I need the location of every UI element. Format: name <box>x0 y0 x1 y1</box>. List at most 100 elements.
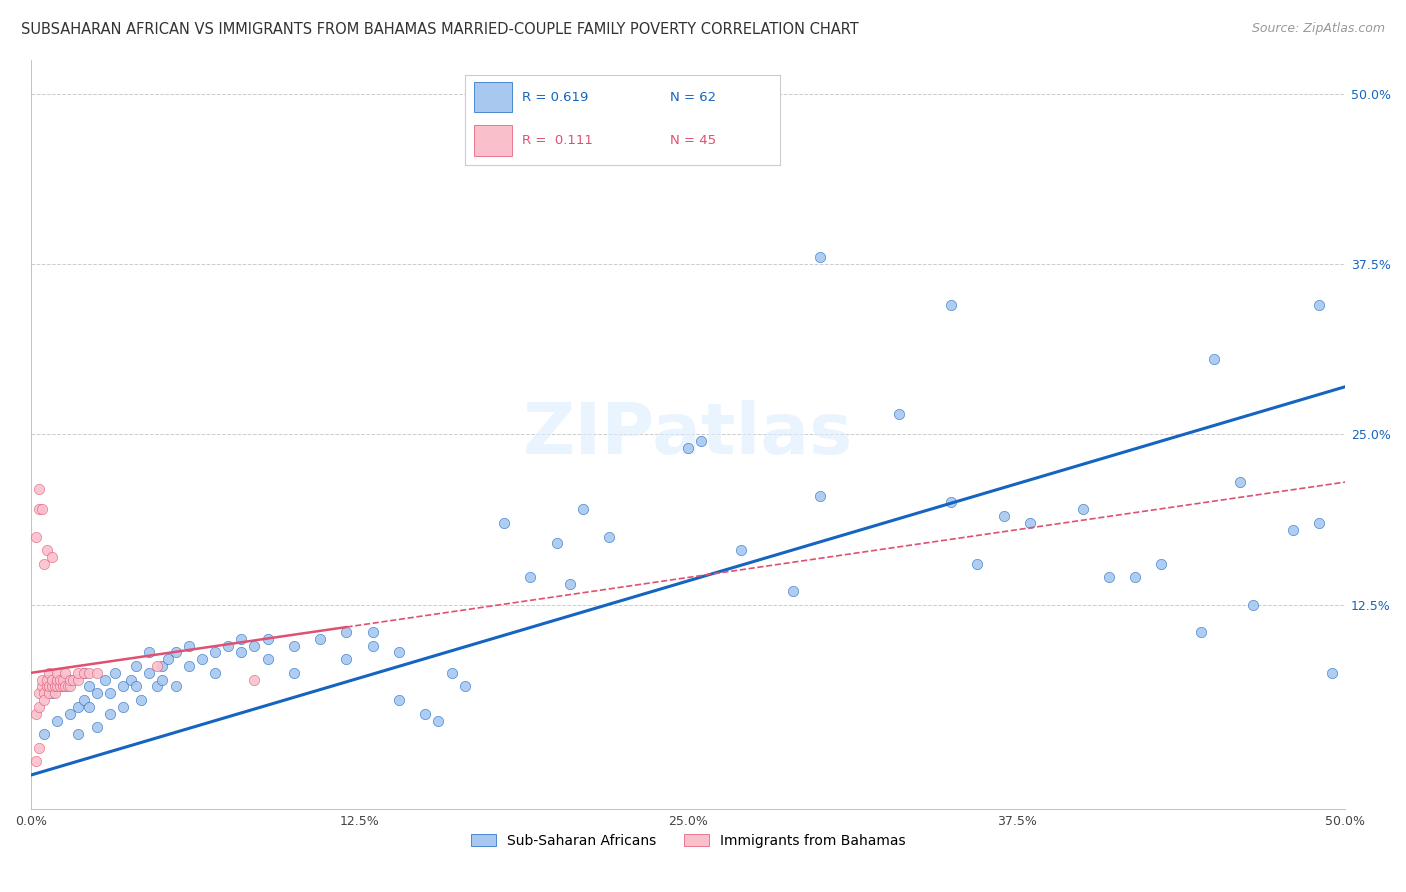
Point <box>32 693 55 707</box>
Point <box>156 652 179 666</box>
Point <box>35 673 58 687</box>
Point <box>1150 557 1173 571</box>
Point <box>38 665 60 680</box>
Point <box>572 502 595 516</box>
Point <box>256 652 278 666</box>
Point <box>152 673 174 687</box>
Point <box>59 673 82 687</box>
Point <box>256 632 278 646</box>
Point <box>361 639 384 653</box>
Point <box>86 686 108 700</box>
Point <box>243 673 266 687</box>
Point <box>53 680 76 694</box>
Point <box>98 686 121 700</box>
Point <box>25 530 48 544</box>
Point <box>204 665 226 680</box>
Point <box>1189 624 1212 639</box>
Point <box>46 680 69 694</box>
Point <box>28 699 51 714</box>
Point <box>77 665 100 680</box>
Point <box>59 673 82 687</box>
Point <box>72 665 94 680</box>
Point <box>165 645 187 659</box>
Point <box>62 673 84 687</box>
Point <box>415 706 437 721</box>
Point <box>335 624 357 639</box>
Point <box>138 645 160 659</box>
Point <box>887 407 910 421</box>
Text: ZIPatlas: ZIPatlas <box>523 400 853 469</box>
Point <box>59 706 82 721</box>
Point <box>125 680 148 694</box>
Point <box>177 639 200 653</box>
Legend: Sub-Saharan Africans, Immigrants from Bahamas: Sub-Saharan Africans, Immigrants from Ba… <box>464 827 912 855</box>
Point <box>388 693 411 707</box>
Point <box>41 673 63 687</box>
Point <box>598 530 620 544</box>
Point <box>138 665 160 680</box>
Point <box>558 577 581 591</box>
Point <box>32 686 55 700</box>
Point <box>120 673 142 687</box>
Point <box>67 665 90 680</box>
Point <box>86 720 108 734</box>
Point <box>1123 570 1146 584</box>
Point <box>191 652 214 666</box>
Point <box>31 673 53 687</box>
Point <box>690 434 713 449</box>
Point <box>335 652 357 666</box>
Point <box>361 624 384 639</box>
Point <box>165 680 187 694</box>
Point <box>1308 516 1330 530</box>
Point <box>38 680 60 694</box>
Point <box>59 680 82 694</box>
Point <box>28 502 51 516</box>
Point <box>46 673 69 687</box>
Point <box>1202 352 1225 367</box>
Point <box>51 673 73 687</box>
Point <box>283 665 305 680</box>
Point <box>111 699 134 714</box>
Point <box>41 680 63 694</box>
Point <box>1229 475 1251 489</box>
Point <box>49 680 72 694</box>
Point <box>939 495 962 509</box>
Point <box>41 549 63 564</box>
Point <box>25 755 48 769</box>
Text: Source: ZipAtlas.com: Source: ZipAtlas.com <box>1251 22 1385 36</box>
Point <box>56 680 79 694</box>
Point <box>67 727 90 741</box>
Point <box>1019 516 1042 530</box>
Point <box>28 740 51 755</box>
Point <box>51 680 73 694</box>
Point <box>494 516 516 530</box>
Point <box>283 639 305 653</box>
Point <box>86 665 108 680</box>
Point <box>51 680 73 694</box>
Point <box>546 536 568 550</box>
Point <box>1071 502 1094 516</box>
Point <box>1322 665 1344 680</box>
Point <box>49 673 72 687</box>
Point <box>966 557 988 571</box>
Point <box>217 639 239 653</box>
Point <box>35 543 58 558</box>
Point <box>1308 298 1330 312</box>
Point <box>309 632 332 646</box>
Point <box>152 659 174 673</box>
Point <box>177 659 200 673</box>
Point <box>146 659 169 673</box>
Point <box>28 686 51 700</box>
Point <box>41 686 63 700</box>
Point <box>46 665 69 680</box>
Point <box>939 298 962 312</box>
Point <box>77 680 100 694</box>
Point <box>31 502 53 516</box>
Point <box>125 659 148 673</box>
Point <box>519 570 541 584</box>
Point <box>72 665 94 680</box>
Point <box>111 680 134 694</box>
Point <box>204 645 226 659</box>
Point <box>32 727 55 741</box>
Point <box>454 680 477 694</box>
